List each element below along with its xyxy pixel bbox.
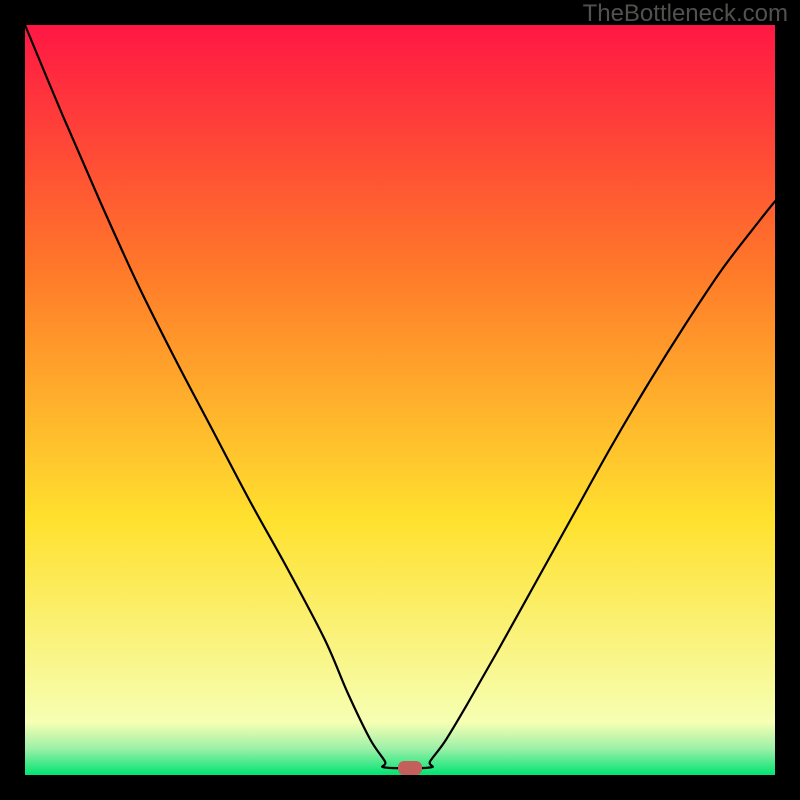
bottleneck-curve xyxy=(0,0,800,800)
chart-frame: TheBottleneck.com xyxy=(0,0,800,800)
optimum-marker xyxy=(398,761,422,775)
curve-path xyxy=(25,25,775,768)
